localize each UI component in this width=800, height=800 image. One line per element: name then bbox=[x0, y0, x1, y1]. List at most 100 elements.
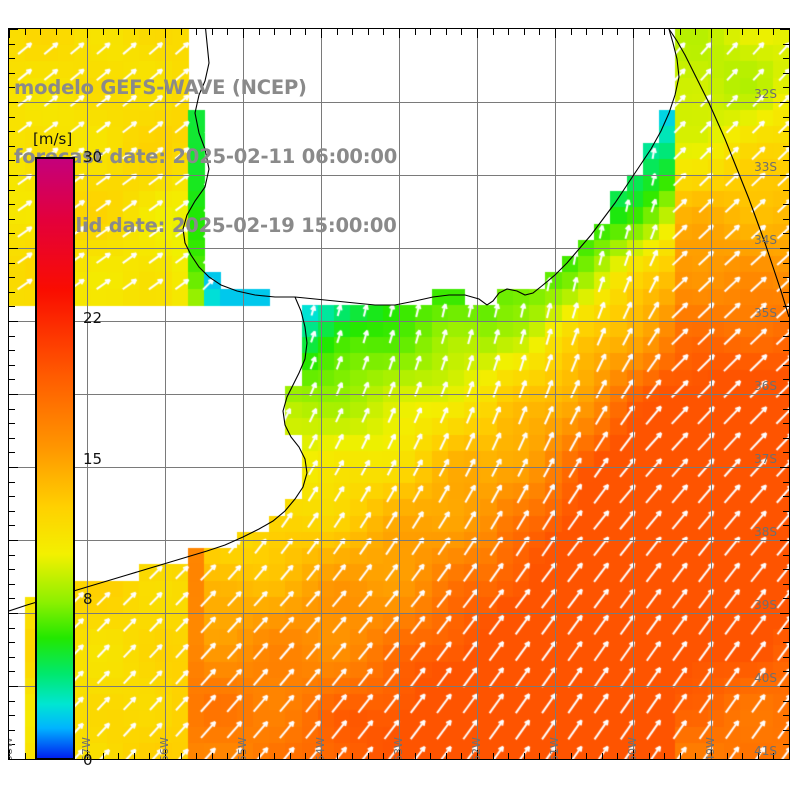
axis-tick bbox=[9, 423, 15, 424]
latitude-label: 40S bbox=[754, 671, 777, 685]
axis-tick bbox=[783, 131, 789, 132]
axis-tick bbox=[783, 350, 789, 351]
axis-tick bbox=[305, 753, 306, 759]
axis-tick bbox=[783, 219, 789, 220]
latitude-label: 41S bbox=[754, 744, 777, 758]
axis-tick bbox=[9, 58, 15, 59]
grid-line-horizontal bbox=[9, 540, 789, 541]
latitude-label: 36S bbox=[754, 379, 777, 393]
axis-tick bbox=[783, 146, 789, 147]
axis-tick bbox=[9, 642, 15, 643]
axis-tick bbox=[783, 190, 789, 191]
axis-tick bbox=[680, 753, 681, 759]
axis-tick bbox=[103, 753, 104, 759]
axis-tick bbox=[9, 233, 15, 234]
axis-tick bbox=[783, 44, 789, 45]
axis-tick bbox=[783, 87, 789, 88]
axis-tick bbox=[783, 525, 789, 526]
axis-tick bbox=[680, 29, 681, 35]
axis-tick bbox=[9, 87, 15, 88]
axis-tick bbox=[118, 753, 119, 759]
axis-tick bbox=[783, 715, 789, 716]
axis-tick bbox=[415, 753, 416, 759]
axis-tick bbox=[602, 753, 603, 759]
axis-tick bbox=[71, 29, 72, 35]
axis-tick bbox=[87, 29, 88, 38]
axis-tick bbox=[9, 701, 15, 702]
axis-tick bbox=[758, 753, 759, 759]
latitude-label: 33S bbox=[754, 160, 777, 174]
axis-tick bbox=[664, 753, 665, 759]
axis-tick bbox=[773, 29, 774, 35]
axis-tick bbox=[783, 409, 789, 410]
axis-tick bbox=[633, 29, 634, 38]
axis-tick bbox=[780, 248, 789, 249]
axis-tick bbox=[711, 750, 712, 759]
axis-tick bbox=[9, 496, 15, 497]
axis-tick bbox=[399, 29, 400, 38]
axis-tick bbox=[780, 467, 789, 468]
axis-tick bbox=[461, 29, 462, 35]
axis-tick bbox=[571, 753, 572, 759]
axis-tick bbox=[9, 657, 15, 658]
axis-tick bbox=[149, 29, 150, 35]
axis-tick bbox=[9, 263, 15, 264]
latitude-label: 32S bbox=[754, 87, 777, 101]
axis-tick bbox=[508, 29, 509, 35]
axis-tick bbox=[783, 744, 789, 745]
axis-tick bbox=[321, 750, 322, 759]
axis-tick bbox=[783, 423, 789, 424]
axis-tick bbox=[415, 29, 416, 35]
axis-tick bbox=[9, 584, 15, 585]
axis-tick bbox=[783, 555, 789, 556]
axis-tick bbox=[783, 233, 789, 234]
axis-tick bbox=[783, 730, 789, 731]
axis-tick bbox=[9, 671, 15, 672]
axis-tick bbox=[783, 628, 789, 629]
axis-tick bbox=[9, 336, 15, 337]
axis-tick bbox=[586, 29, 587, 35]
axis-tick bbox=[783, 277, 789, 278]
axis-tick bbox=[742, 29, 743, 35]
axis-tick bbox=[783, 452, 789, 453]
axis-tick bbox=[9, 482, 15, 483]
axis-tick bbox=[649, 29, 650, 35]
axis-tick bbox=[780, 613, 789, 614]
axis-tick bbox=[586, 753, 587, 759]
axis-tick bbox=[149, 753, 150, 759]
axis-tick bbox=[9, 540, 18, 541]
axis-tick bbox=[783, 336, 789, 337]
axis-tick bbox=[9, 29, 18, 30]
axis-tick bbox=[243, 750, 244, 759]
axis-tick bbox=[783, 73, 789, 74]
axis-tick bbox=[783, 496, 789, 497]
axis-tick bbox=[9, 277, 15, 278]
colorbar-gradient bbox=[35, 157, 75, 760]
axis-tick bbox=[9, 628, 15, 629]
axis-tick bbox=[508, 753, 509, 759]
longitude-label: 51W bbox=[548, 737, 561, 760]
axis-tick bbox=[165, 750, 166, 759]
axis-tick bbox=[633, 750, 634, 759]
axis-tick bbox=[477, 750, 478, 759]
axis-tick bbox=[780, 175, 789, 176]
axis-tick bbox=[9, 102, 18, 103]
axis-tick bbox=[493, 753, 494, 759]
grid-line-horizontal bbox=[9, 686, 789, 687]
axis-tick bbox=[742, 753, 743, 759]
latitude-label: 34S bbox=[754, 233, 777, 247]
axis-tick bbox=[783, 584, 789, 585]
axis-tick bbox=[337, 753, 338, 759]
axis-tick bbox=[783, 379, 789, 380]
axis-tick bbox=[783, 598, 789, 599]
axis-tick bbox=[9, 750, 10, 759]
axis-tick bbox=[25, 29, 26, 35]
axis-tick bbox=[259, 753, 260, 759]
axis-tick bbox=[783, 263, 789, 264]
axis-tick bbox=[274, 753, 275, 759]
axis-tick bbox=[780, 394, 789, 395]
axis-tick bbox=[524, 29, 525, 35]
axis-tick bbox=[783, 671, 789, 672]
axis-tick bbox=[9, 555, 15, 556]
axis-tick bbox=[783, 438, 789, 439]
